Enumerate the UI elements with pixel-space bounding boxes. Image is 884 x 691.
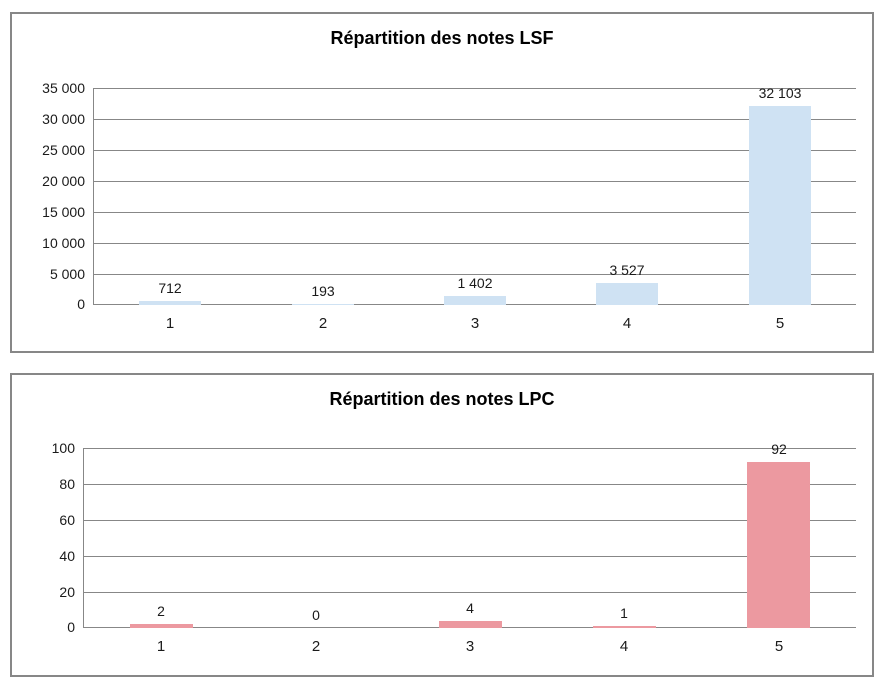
gridline — [84, 484, 856, 485]
x-tick-label: 5 — [775, 315, 785, 332]
x-tick-label: 2 — [318, 315, 328, 332]
y-tick-label: 35 000 — [42, 80, 85, 96]
y-tick-label: 25 000 — [42, 142, 85, 158]
bar — [130, 624, 193, 628]
bar — [593, 626, 656, 628]
bar-value-label: 4 — [466, 600, 474, 616]
bar-value-label: 32 103 — [758, 85, 802, 101]
plot-area-lsf: 35 000 30 000 25 000 20 000 15 000 10 000 5 00… — [42, 80, 856, 332]
bar-value-label: 1 402 — [457, 275, 493, 291]
gridline — [84, 520, 856, 521]
bar — [439, 621, 502, 628]
bar-value-label: 3 527 — [609, 262, 645, 278]
bar-value-label: 193 — [311, 283, 335, 299]
bar-value-label: 0 — [312, 607, 320, 623]
y-tick-label: 30 000 — [42, 111, 85, 127]
bar — [139, 301, 201, 305]
bar — [444, 296, 506, 305]
x-tick-label: 2 — [311, 638, 321, 655]
bar-value-label: 1 — [620, 605, 628, 621]
x-tick-label: 1 — [156, 638, 166, 655]
x-tick-label: 4 — [619, 638, 629, 655]
gridline — [94, 88, 856, 89]
bar — [292, 304, 354, 305]
y-tick-label: 100 — [51, 440, 75, 456]
bar — [749, 106, 811, 305]
x-tick-label: 3 — [465, 638, 475, 655]
x-tick-label: 5 — [774, 638, 784, 655]
y-tick-label: 0 — [77, 296, 85, 312]
gridline — [94, 243, 856, 244]
y-tick-label: 5 000 — [49, 266, 85, 282]
y-tick-label: 15 000 — [42, 204, 85, 220]
y-tick-label: 0 — [67, 619, 75, 635]
chart-title-lpc: Répartition des notes LPC — [329, 389, 555, 409]
chart-panel-lpc: Répartition des notes LPC 100 80 60 40 20 0 2 1… — [10, 373, 874, 677]
x-tick-label: 3 — [470, 315, 480, 332]
gridline — [84, 556, 856, 557]
x-tick-label: 4 — [622, 315, 632, 332]
y-tick-label: 10 000 — [42, 235, 85, 251]
chart-panel-lsf: Répartition des notes LSF 35 000 30 000 25… — [10, 12, 874, 353]
gridline — [94, 119, 856, 120]
gridline — [84, 448, 856, 449]
x-tick-label: 1 — [165, 315, 175, 332]
gridline — [94, 274, 856, 275]
y-tick-label: 20 000 — [42, 173, 85, 189]
bar-value-label: 712 — [158, 280, 182, 296]
bar — [747, 462, 810, 628]
gridline — [94, 181, 856, 182]
gridline — [94, 212, 856, 213]
y-tick-label: 60 — [59, 512, 75, 528]
bar-value-label: 2 — [157, 603, 165, 619]
gridline — [84, 592, 856, 593]
bar — [596, 283, 658, 305]
gridline — [94, 150, 856, 151]
chart-title-lsf: Répartition des notes LSF — [330, 28, 554, 48]
y-tick-label: 80 — [59, 476, 75, 492]
y-tick-label: 20 — [59, 584, 75, 600]
y-tick-label: 40 — [59, 548, 75, 564]
plot-area-lpc: 100 80 60 40 20 0 2 1 0 2 4 3 1 4 92 5 — [52, 440, 856, 655]
bar-value-label: 92 — [771, 441, 787, 457]
